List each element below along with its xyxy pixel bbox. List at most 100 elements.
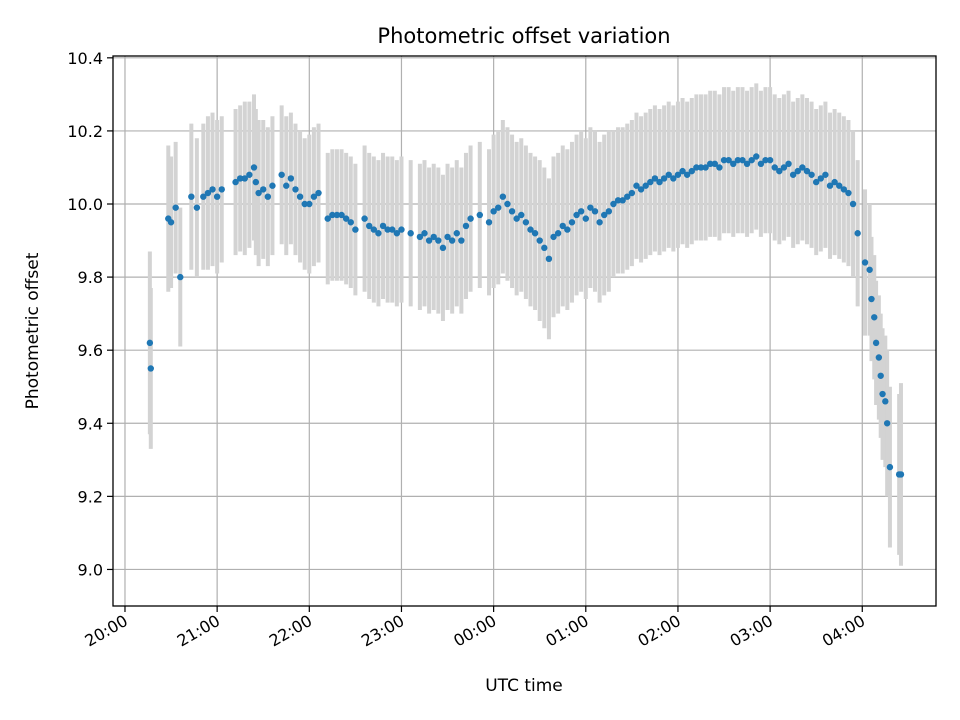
- error-bars: [147, 83, 903, 566]
- data-point: [147, 365, 154, 372]
- data-point: [766, 156, 774, 164]
- data-point: [725, 156, 732, 164]
- data-point: [287, 175, 295, 182]
- data-point: [541, 244, 548, 252]
- y-tick-label: 9.4: [78, 414, 103, 433]
- data-point: [296, 193, 304, 200]
- data-point: [347, 219, 354, 226]
- data-point: [897, 471, 905, 478]
- data-point: [213, 193, 221, 200]
- data-point: [840, 186, 848, 193]
- x-axis-label: UTC time: [485, 676, 563, 696]
- data-point: [587, 204, 594, 211]
- data-point: [762, 156, 769, 164]
- y-tick-label: 9.8: [78, 268, 103, 287]
- data-point: [204, 189, 212, 197]
- x-tick-label: 03:00: [727, 611, 776, 651]
- data-point: [536, 237, 543, 244]
- data-point: [826, 182, 834, 189]
- data-point: [301, 200, 308, 208]
- data-point: [352, 226, 359, 233]
- data-point: [808, 171, 815, 178]
- x-tick-label: 23:00: [358, 611, 407, 651]
- data-point: [448, 237, 456, 244]
- data-point: [375, 230, 382, 237]
- data-point: [871, 314, 878, 321]
- y-tick-label: 10.4: [67, 49, 103, 68]
- data-point: [882, 398, 889, 405]
- data-point: [854, 230, 861, 237]
- data-point: [485, 219, 493, 226]
- data-point: [260, 186, 267, 193]
- data-point: [329, 211, 336, 219]
- data-point: [232, 178, 239, 186]
- x-tick-label: 02:00: [635, 611, 684, 651]
- data-point: [518, 211, 525, 219]
- data-point: [697, 164, 705, 171]
- data-point: [651, 175, 659, 182]
- data-point: [872, 339, 880, 347]
- data-point: [193, 204, 201, 211]
- y-axis-ticks: 9.0 9.2 9.4 9.6 9.8 10.0 10.2 10.4: [67, 49, 113, 579]
- x-tick-label: 00:00: [450, 611, 499, 651]
- data-point: [283, 182, 290, 189]
- x-tick-label: 21:00: [174, 611, 223, 651]
- data-point: [861, 259, 869, 266]
- data-point: [513, 215, 520, 222]
- data-point: [730, 160, 737, 168]
- data-point: [554, 230, 562, 237]
- data-point: [628, 189, 636, 197]
- data-point: [743, 160, 751, 168]
- data-point: [246, 171, 253, 178]
- data-point: [241, 175, 248, 182]
- data-point: [453, 230, 460, 237]
- data-point: [476, 211, 484, 219]
- data-point: [679, 167, 686, 175]
- data-point: [739, 156, 746, 164]
- data-point: [467, 215, 474, 222]
- data-point: [342, 215, 350, 222]
- data-point: [435, 237, 442, 244]
- data-point: [531, 230, 539, 237]
- data-point: [716, 164, 723, 171]
- data-point: [702, 164, 709, 171]
- data-point: [875, 354, 883, 361]
- data-point: [416, 233, 424, 241]
- data-point: [619, 197, 626, 204]
- data-point: [310, 193, 318, 200]
- x-tick-label: 04:00: [819, 611, 868, 651]
- data-point: [393, 230, 401, 237]
- data-point: [693, 164, 700, 171]
- data-point: [508, 208, 516, 215]
- data-point: [771, 164, 778, 171]
- data-point: [836, 182, 843, 189]
- data-point: [624, 193, 631, 200]
- x-tick-label: 01:00: [542, 611, 591, 651]
- data-point: [333, 211, 341, 219]
- data-point: [568, 219, 576, 226]
- data-point: [637, 186, 645, 193]
- data-point: [462, 222, 470, 230]
- data-point: [200, 193, 207, 200]
- data-point: [146, 339, 154, 347]
- data-point: [845, 189, 852, 197]
- data-point: [591, 208, 599, 215]
- data-point: [776, 167, 783, 175]
- data-point: [306, 200, 313, 208]
- data-point: [660, 175, 668, 182]
- data-point: [711, 160, 719, 168]
- data-point: [269, 182, 276, 189]
- data-point: [458, 237, 465, 244]
- y-tick-label: 9.2: [78, 487, 103, 506]
- data-point: [504, 200, 511, 208]
- data-point: [315, 189, 322, 197]
- data-point: [218, 186, 225, 193]
- data-point: [734, 156, 742, 164]
- x-tick-label: 20:00: [82, 611, 131, 651]
- data-point: [789, 171, 797, 178]
- data-point: [499, 193, 507, 200]
- data-point: [601, 211, 608, 219]
- data-point: [674, 171, 682, 178]
- data-point: [490, 208, 497, 215]
- data-point: [425, 237, 433, 244]
